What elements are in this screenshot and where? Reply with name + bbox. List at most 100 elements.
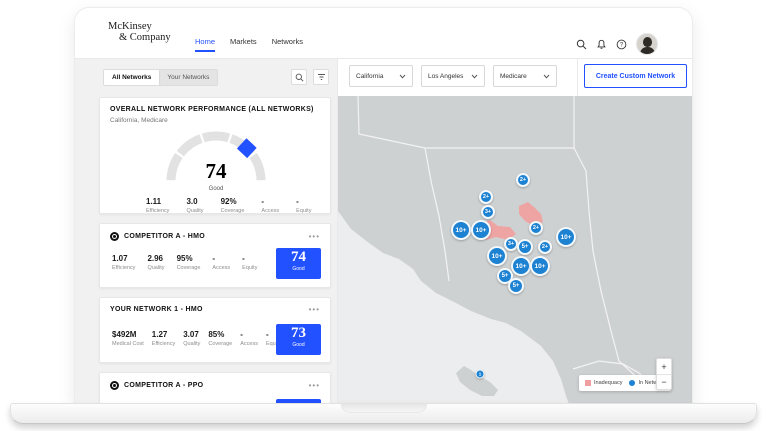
tab-all-networks[interactable]: All Networks bbox=[104, 70, 160, 85]
nav-markets-label: Markets bbox=[230, 37, 257, 46]
nav-home[interactable]: Home bbox=[195, 37, 216, 52]
card-title: YOUR NETWORK 1 - HMO bbox=[110, 306, 203, 313]
toolbar-divider bbox=[577, 59, 578, 96]
help-icon[interactable]: ? bbox=[616, 39, 627, 50]
legend-label: Inadequacy bbox=[594, 380, 623, 386]
metric-access: - Access bbox=[261, 197, 279, 214]
metric-value: 3.07 bbox=[183, 330, 199, 339]
metric-access: - Access bbox=[212, 254, 230, 271]
filter-icon bbox=[317, 74, 325, 80]
gauge-value-diamond bbox=[236, 138, 257, 159]
avatar-head-shape bbox=[643, 37, 652, 47]
map-marker[interactable]: 5+ bbox=[508, 278, 524, 294]
legend-in-network: In Network bbox=[629, 380, 665, 386]
metric-coverage: 95% Coverage bbox=[177, 254, 201, 271]
metric-label: Coverage bbox=[176, 265, 201, 271]
map-marker[interactable]: 3+ bbox=[504, 237, 518, 251]
network-card-your-network-1-hmo[interactable]: YOUR NETWORK 1 - HMO ••• $492M Medical C… bbox=[99, 297, 331, 363]
state-dropdown-value: California bbox=[356, 72, 384, 80]
search-icon[interactable] bbox=[576, 39, 587, 50]
logo-line2: & Company bbox=[119, 32, 171, 43]
laptop-notch bbox=[340, 404, 427, 413]
county-dropdown[interactable]: Los Angeles bbox=[421, 65, 485, 87]
metric-value: - bbox=[296, 197, 299, 206]
legend-inadequacy: Inadequacy bbox=[585, 380, 622, 386]
metric-value: 95% bbox=[176, 254, 193, 263]
map-canvas[interactable]: 2+ 2+ 3+ 10+ 10+ 2+ 10+ 3+ 5+ 2+ 10+ 10+… bbox=[338, 96, 692, 403]
network-scope-toggle: All Networks Your Networks bbox=[103, 69, 219, 86]
score-badge bbox=[276, 399, 321, 403]
legend-label: In Network bbox=[638, 380, 665, 386]
county-line bbox=[424, 147, 450, 282]
map-marker[interactable]: 2+ bbox=[538, 240, 552, 254]
panel-filter-button[interactable] bbox=[313, 69, 329, 85]
card-metrics: 1.07 Efficiency 2.96 Quality 95% Coverag… bbox=[100, 254, 330, 271]
network-icon bbox=[110, 381, 119, 390]
score-gauge: 74 bbox=[156, 124, 276, 186]
logo-line1: McKinsey bbox=[108, 21, 152, 32]
metric-label: Efficiency bbox=[112, 265, 136, 271]
metric-label: Access bbox=[212, 265, 231, 271]
score-badge: 74 Good bbox=[276, 248, 321, 279]
zoom-out-button[interactable]: − bbox=[657, 374, 671, 389]
metric-value: - bbox=[242, 254, 245, 263]
score-value: 74 bbox=[291, 249, 306, 265]
metric-value: - bbox=[240, 330, 243, 339]
plan-dropdown[interactable]: Medicare bbox=[493, 65, 557, 87]
map-marker[interactable]: 10+ bbox=[511, 256, 531, 276]
network-card-competitor-a-hmo[interactable]: COMPETITOR A - HMO ••• 1.07 Efficiency 2… bbox=[99, 223, 331, 288]
laptop-base bbox=[10, 403, 757, 424]
score-label: Good bbox=[292, 266, 305, 272]
nav-networks[interactable]: Networks bbox=[272, 37, 303, 46]
map-marker[interactable]: 10+ bbox=[556, 227, 576, 247]
plan-dropdown-value: Medicare bbox=[500, 72, 527, 80]
metric-value: - bbox=[212, 254, 216, 263]
score-label: Good bbox=[292, 342, 305, 348]
map-marker[interactable]: 10+ bbox=[451, 220, 471, 240]
map-marker[interactable]: 3+ bbox=[481, 205, 495, 219]
search-icon bbox=[295, 73, 304, 82]
metric-label: Equity bbox=[242, 265, 258, 271]
map-marker[interactable]: 5+ bbox=[517, 239, 533, 255]
bell-icon[interactable] bbox=[596, 39, 607, 50]
header-icons: ? bbox=[576, 33, 658, 55]
metric-efficiency: 1.07 Efficiency bbox=[112, 254, 135, 271]
metric-label: Access bbox=[240, 341, 258, 347]
user-avatar[interactable] bbox=[636, 33, 658, 55]
metric-value: 92% bbox=[220, 197, 237, 206]
metric-label: Medical Cost bbox=[112, 341, 144, 347]
map-marker[interactable]: 2+ bbox=[516, 173, 530, 187]
map-marker[interactable]: 10+ bbox=[487, 246, 507, 266]
overall-performance-card: OVERALL NETWORK PERFORMANCE (ALL NETWORK… bbox=[99, 97, 331, 214]
app-header: McKinsey & Company Home Markets Networks bbox=[75, 8, 692, 58]
card-menu-button[interactable]: ••• bbox=[308, 304, 320, 314]
map-marker[interactable]: 1 bbox=[475, 369, 485, 379]
map-marker[interactable]: 2+ bbox=[529, 221, 543, 235]
network-card-competitor-a-ppo[interactable]: COMPETITOR A - PPO ••• bbox=[99, 372, 331, 403]
metric-equity: - Equity bbox=[296, 197, 311, 214]
metric-value: 2.96 bbox=[147, 254, 164, 263]
nav-markets[interactable]: Markets bbox=[230, 37, 257, 46]
metric-label: Efficiency bbox=[151, 341, 176, 347]
map-marker[interactable]: 10+ bbox=[530, 256, 550, 276]
map-marker[interactable]: 2+ bbox=[479, 190, 493, 204]
score-value: 73 bbox=[291, 325, 306, 341]
county-line bbox=[357, 96, 426, 149]
card-menu-button[interactable]: ••• bbox=[308, 380, 320, 390]
card-menu-button[interactable]: ••• bbox=[308, 231, 320, 241]
gauge-arc bbox=[166, 131, 266, 181]
metric-label: Coverage bbox=[208, 341, 233, 347]
svg-text:?: ? bbox=[620, 42, 624, 48]
metric-quality: 2.96 Quality bbox=[147, 254, 164, 271]
tab-your-networks[interactable]: Your Networks bbox=[159, 70, 217, 85]
avatar-shoulders-shape bbox=[640, 47, 655, 54]
panel-search-button[interactable] bbox=[291, 69, 307, 85]
card-header: YOUR NETWORK 1 - HMO ••• bbox=[110, 304, 320, 314]
map-marker[interactable]: 10+ bbox=[471, 220, 491, 240]
metric-value: 1.11 bbox=[146, 197, 162, 206]
card-header: COMPETITOR A - PPO ••• bbox=[110, 381, 320, 390]
state-dropdown[interactable]: California bbox=[349, 65, 413, 87]
zoom-in-button[interactable]: + bbox=[661, 361, 667, 372]
create-custom-network-button[interactable]: Create Custom Network bbox=[584, 64, 687, 88]
active-tab-underline bbox=[195, 50, 216, 52]
